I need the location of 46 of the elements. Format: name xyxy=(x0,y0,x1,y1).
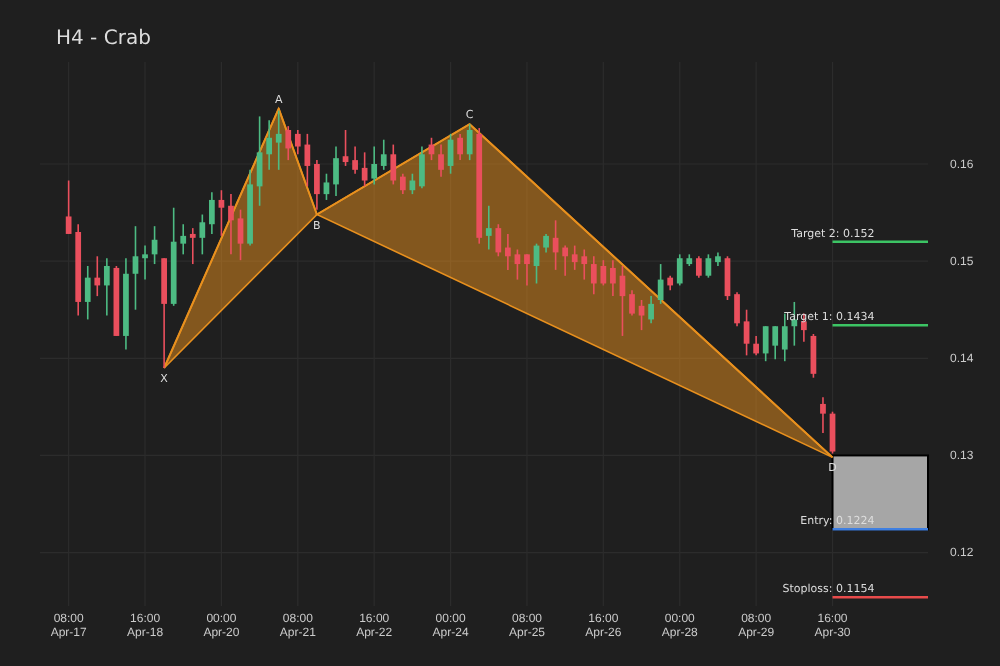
candlestick xyxy=(209,191,215,235)
candlestick xyxy=(390,143,397,186)
candlestick xyxy=(161,257,167,369)
candlestick xyxy=(648,295,654,325)
candlestick xyxy=(457,133,463,161)
candlestick xyxy=(266,119,273,171)
candlestick xyxy=(781,312,788,362)
candlestick xyxy=(228,193,234,256)
candlestick xyxy=(505,233,511,271)
candlestick xyxy=(342,129,349,167)
candlestick xyxy=(371,145,378,186)
candlestick xyxy=(485,204,492,251)
candlestick xyxy=(705,253,712,279)
candlestick xyxy=(142,244,148,281)
candlestick xyxy=(380,138,387,171)
candlestick xyxy=(543,233,549,254)
candlestick xyxy=(743,308,750,357)
candlestick xyxy=(629,289,635,317)
candlestick xyxy=(610,259,616,297)
candlestick xyxy=(199,213,206,256)
candlestick xyxy=(562,244,569,277)
candlestick xyxy=(352,145,358,175)
candlestick xyxy=(438,143,444,178)
candlestick xyxy=(285,125,292,161)
candlestick xyxy=(323,172,330,201)
candlestick xyxy=(657,263,664,305)
candlestick xyxy=(399,172,406,195)
candlestick xyxy=(734,291,740,328)
candlestick xyxy=(132,225,139,311)
candlestick xyxy=(333,145,339,197)
candlestick xyxy=(820,396,826,434)
candlestick xyxy=(237,208,244,261)
candlestick xyxy=(361,151,368,188)
candlestick xyxy=(419,145,425,190)
chart-title: H4 - Crab xyxy=(56,28,151,50)
candlestick xyxy=(753,335,759,357)
candlestick xyxy=(495,223,502,258)
candlestick xyxy=(84,265,91,321)
candlestick xyxy=(189,227,196,265)
candlestick xyxy=(94,255,101,297)
candlestick xyxy=(524,253,530,287)
candlestick xyxy=(103,257,110,317)
candlestick xyxy=(275,109,282,171)
candlestick xyxy=(314,159,320,211)
candlestick xyxy=(466,123,473,161)
candlestick xyxy=(695,255,702,279)
